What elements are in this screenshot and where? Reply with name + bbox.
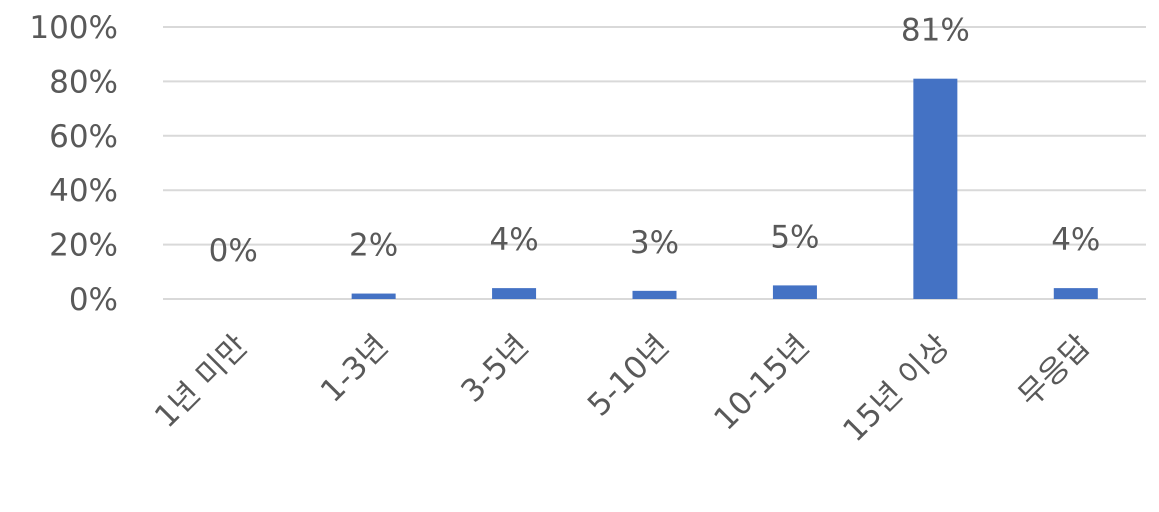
y-tick-label: 100%	[29, 10, 118, 46]
x-category-label: 1년 미만	[148, 328, 255, 435]
y-axis-tick-labels: 0% 20% 40% 60% 80% 100%	[29, 10, 118, 318]
x-category-label: 5-10년	[581, 328, 676, 423]
y-tick-label: 60%	[49, 119, 118, 155]
bar	[351, 293, 396, 299]
bar	[772, 285, 817, 299]
x-category-label: 무응답	[1011, 328, 1097, 414]
data-labels: 0% 2% 4% 3% 5% 81% 4%	[209, 13, 1101, 269]
x-axis-category-labels: 1년 미만 1-3년 3-5년 5-10년 10-15년 15년 이상 무응답	[148, 328, 1097, 449]
x-category-label: 3-5년	[454, 328, 535, 409]
y-tick-label: 80%	[49, 64, 118, 100]
bar	[492, 288, 537, 299]
data-label: 81%	[901, 13, 970, 49]
data-label: 4%	[1051, 222, 1100, 258]
y-tick-label: 0%	[69, 282, 118, 318]
bar	[1053, 288, 1098, 299]
x-category-label: 1-3년	[314, 328, 395, 409]
x-category-label: 15년 이상	[836, 328, 957, 449]
bars	[351, 78, 1098, 300]
bar	[913, 78, 958, 300]
data-label: 5%	[770, 219, 819, 255]
data-label: 4%	[489, 222, 538, 258]
y-tick-label: 20%	[49, 228, 118, 264]
bar	[632, 290, 677, 299]
x-category-label: 10-15년	[707, 328, 816, 437]
data-label: 3%	[630, 225, 679, 261]
gridlines	[163, 26, 1146, 300]
y-tick-label: 40%	[49, 173, 118, 209]
data-label: 0%	[209, 233, 258, 269]
data-label: 2%	[349, 228, 398, 264]
